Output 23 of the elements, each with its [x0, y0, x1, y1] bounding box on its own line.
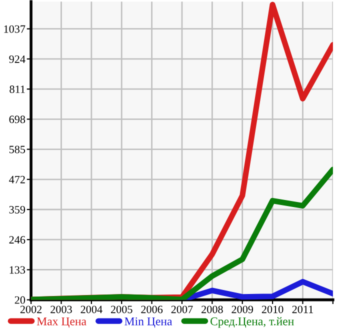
x-tick-label: 2009 [232, 306, 254, 314]
x-tick-label: 2011 [292, 306, 313, 314]
x-tick-label: 2008 [202, 306, 223, 314]
y-tick-label: 359 [9, 206, 26, 214]
x-tick-label: 2006 [141, 306, 163, 314]
y-tick-label: 585 [9, 146, 26, 154]
y-tick-label: 20 [14, 296, 26, 304]
y-tick-label: 811 [10, 86, 25, 94]
y-tick-label: 924 [9, 55, 26, 63]
y-tick-label: 698 [9, 116, 26, 124]
y-tick-label: 133 [10, 266, 26, 274]
x-tick-label: 2005 [110, 306, 132, 314]
legend-label: Max Цена [36, 317, 86, 328]
x-tick-label: 2004 [80, 306, 102, 314]
x-tick-label: 2003 [50, 306, 72, 314]
legend-label: Сред.Цена, т.йен [210, 317, 294, 328]
x-tick-label: 2010 [262, 306, 284, 314]
y-tick-label: 472 [9, 176, 25, 184]
y-tick-label: 246 [9, 236, 26, 244]
y-tick-label: 1037 [4, 25, 26, 33]
x-tick-label: 2002 [20, 306, 42, 314]
x-tick-label: 2007 [171, 306, 193, 314]
legend-label: Min Цена [124, 317, 172, 328]
